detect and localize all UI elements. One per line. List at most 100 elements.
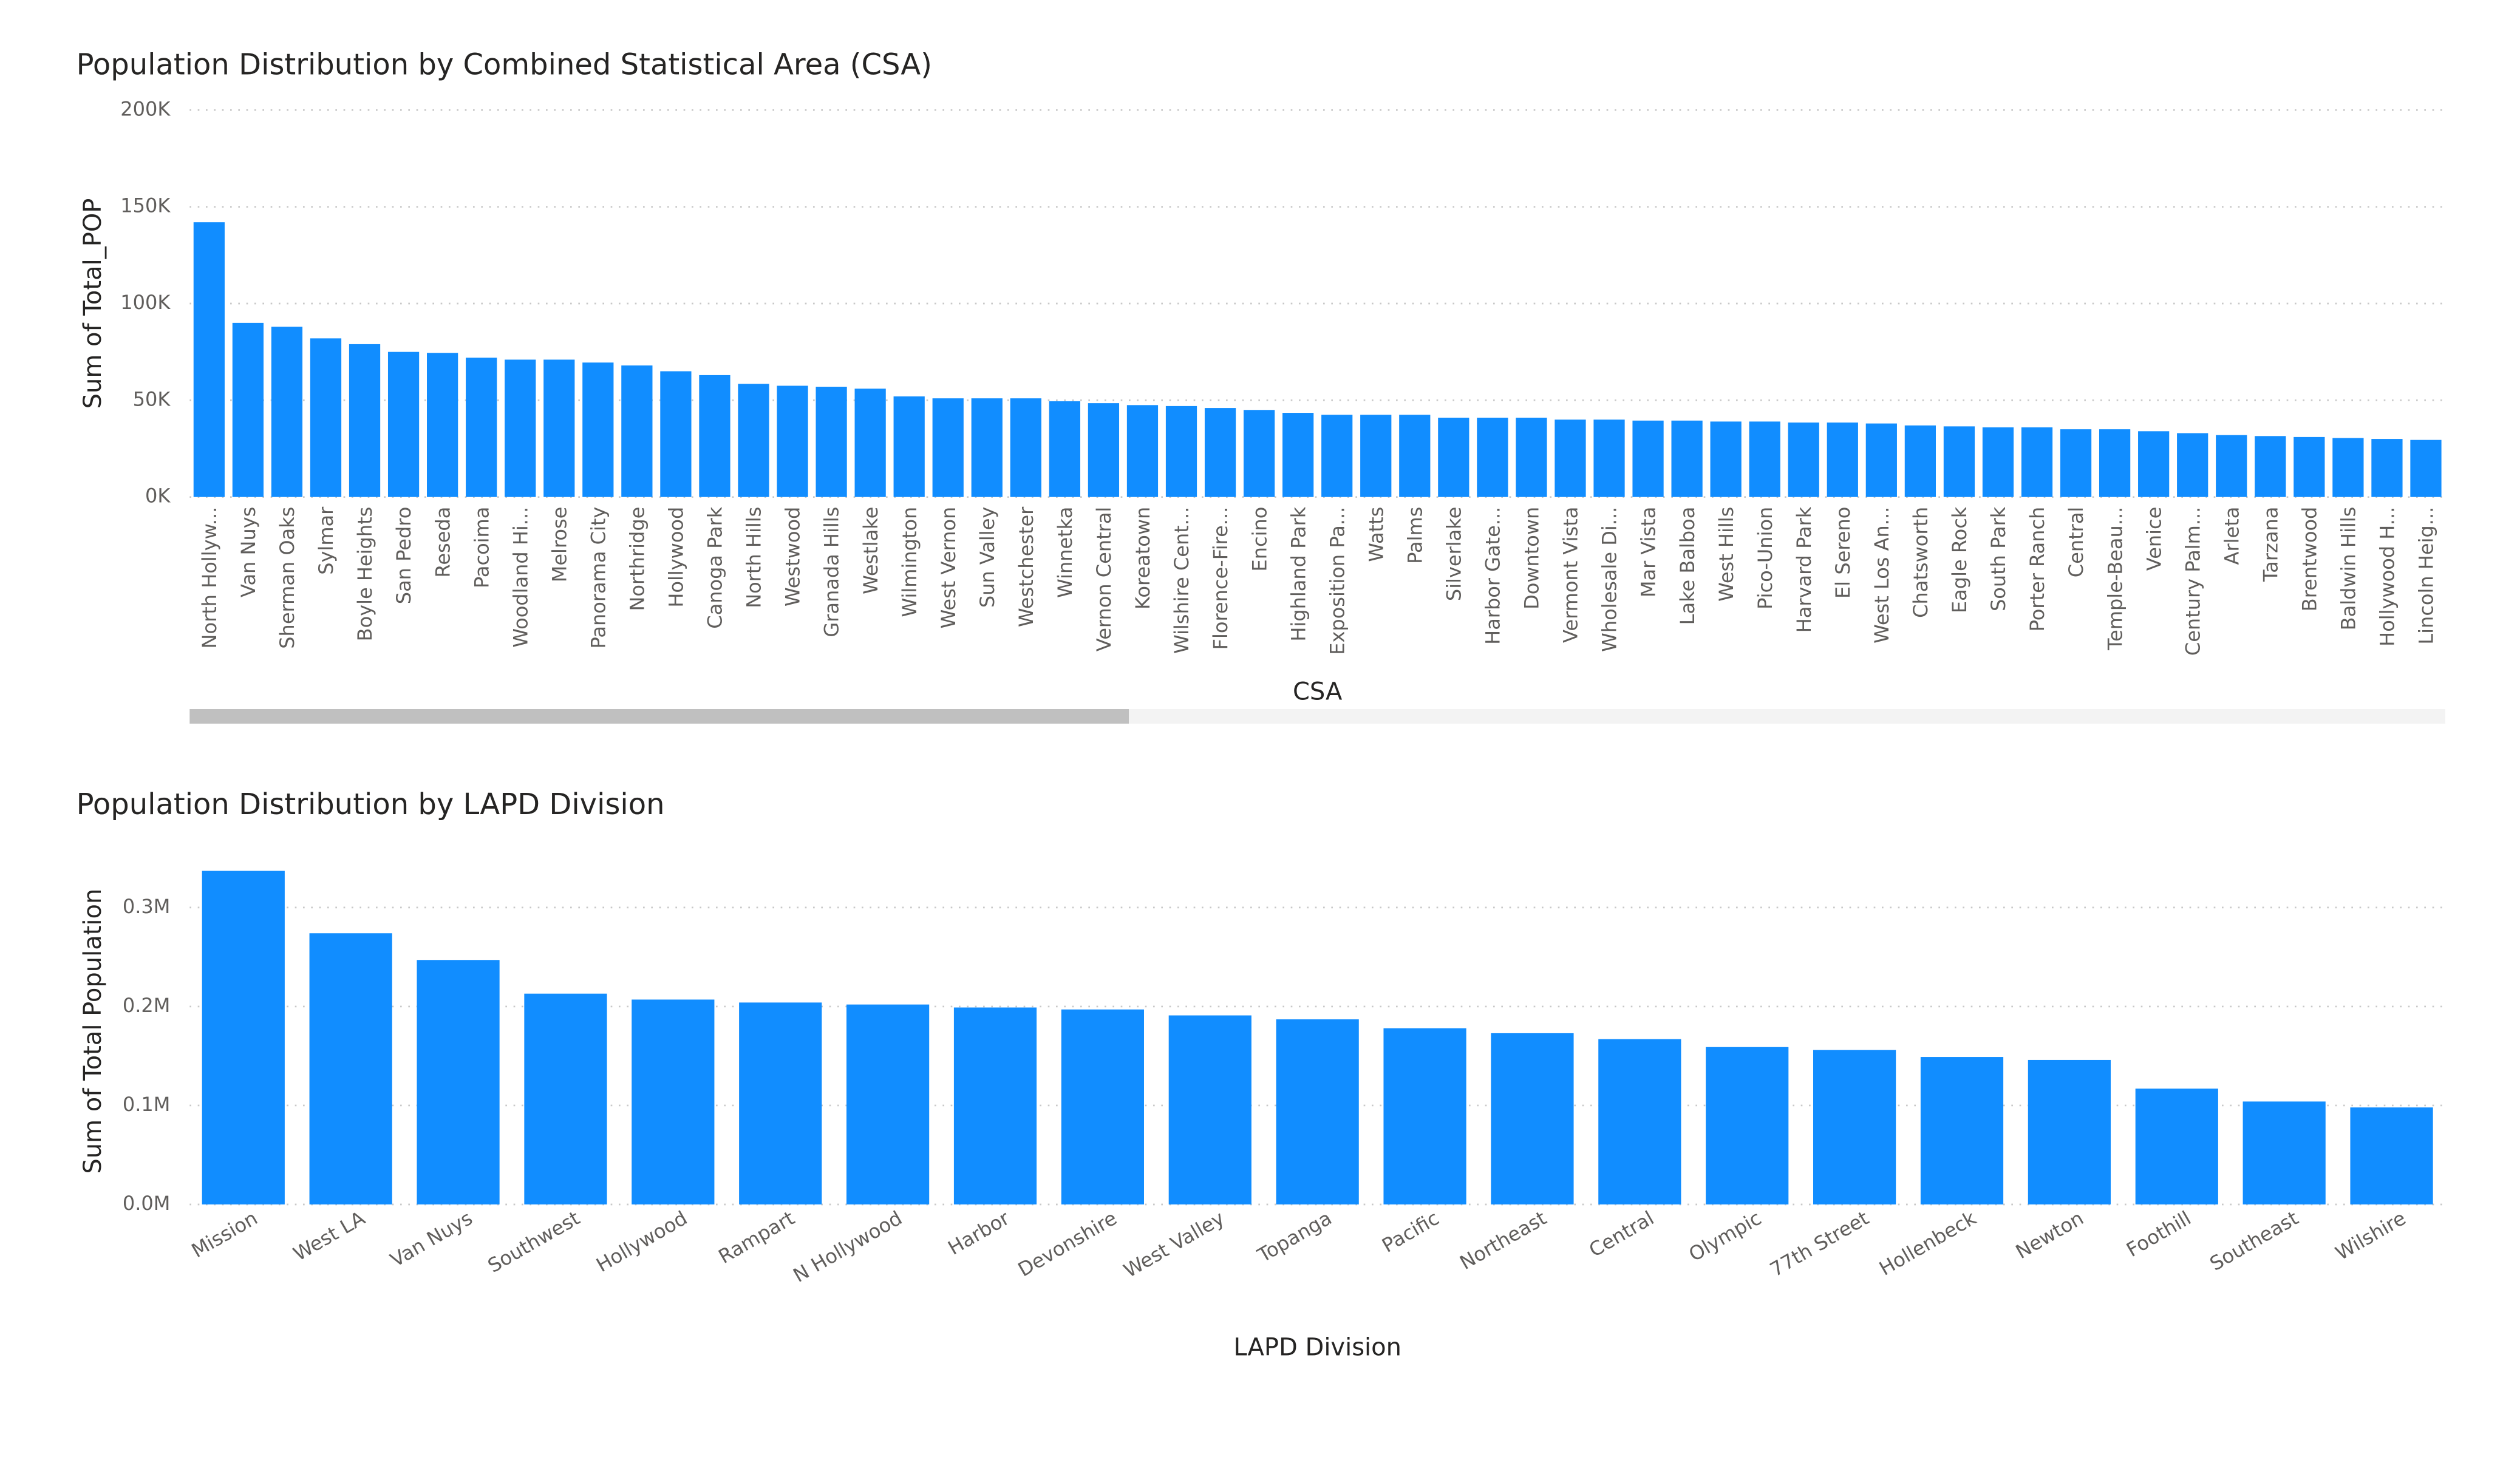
- x-tick-label: Van Nuys: [237, 507, 260, 597]
- x-tick-label: Silverlake: [1442, 507, 1465, 601]
- x-tick-label: Brentwood: [2298, 507, 2321, 612]
- bar: [932, 398, 964, 497]
- bar: [2021, 427, 2053, 497]
- bar: [971, 398, 1003, 497]
- x-tick-label: Winnetka: [1054, 507, 1077, 598]
- x-tick-label: Eagle Rock: [1948, 506, 1971, 613]
- x-tick-label: West Hills: [1715, 507, 1738, 602]
- x-tick-label: Granada Hills: [820, 507, 843, 637]
- y-tick-label: 0.1M: [123, 1093, 171, 1116]
- x-tick-label: Chatsworth: [1909, 507, 1932, 618]
- x-tick-label: West Los An...: [1870, 507, 1893, 644]
- bar: [1598, 1039, 1681, 1204]
- y-tick-label: 100K: [120, 291, 171, 314]
- x-tick-label: Van Nuys: [386, 1206, 476, 1272]
- bar: [1061, 1009, 1144, 1204]
- bar: [387, 352, 420, 497]
- x-tick-label: Central: [1585, 1206, 1658, 1262]
- bar: [953, 1007, 1037, 1204]
- bar: [777, 385, 808, 497]
- bar: [1516, 418, 1547, 497]
- bar: [1710, 421, 1742, 497]
- bar: [1593, 419, 1625, 497]
- x-tick-label: Boyle Heights: [353, 507, 376, 642]
- x-tick-label: Westwood: [782, 507, 805, 606]
- bar: [505, 359, 536, 497]
- x-tick-label: Tarzana: [2259, 507, 2282, 582]
- bar: [417, 960, 500, 1204]
- bar: [232, 322, 264, 497]
- x-tick-label: Canoga Park: [704, 506, 727, 629]
- bar: [1438, 418, 1469, 497]
- x-tick-label: Mission: [188, 1206, 262, 1262]
- x-tick-label: Vermont Vista: [1559, 507, 1582, 643]
- bar: [1904, 425, 1936, 497]
- x-tick-label: Mar Vista: [1637, 507, 1660, 597]
- x-tick-label: Lake Balboa: [1676, 507, 1699, 625]
- bar: [893, 396, 925, 497]
- y-tick-label: 200K: [120, 97, 171, 120]
- x-tick-label: Temple-Beau...: [2103, 507, 2127, 651]
- x-tick-label: Koreatown: [1131, 507, 1154, 610]
- x-tick-label: Harvard Park: [1793, 506, 1816, 633]
- x-tick-label: Highland Park: [1287, 506, 1310, 641]
- x-tick-label: Southwest: [484, 1206, 584, 1277]
- x-tick-label: Westchester: [1015, 506, 1038, 627]
- bar: [1383, 1028, 1466, 1204]
- bar: [2177, 433, 2208, 497]
- bar: [2350, 1107, 2433, 1204]
- bar: [660, 371, 692, 497]
- x-tick-label: 77th Street: [1766, 1206, 1873, 1281]
- bar: [2216, 435, 2247, 497]
- x-tick-label: Sun Valley: [976, 507, 999, 608]
- x-tick-label: Hollenbeck: [1875, 1206, 1980, 1280]
- bar: [1321, 415, 1353, 497]
- bar: [2410, 440, 2442, 497]
- x-tick-label: Westlake: [859, 507, 882, 594]
- bar: [2028, 1059, 2111, 1204]
- x-tick-label: Vernon Central: [1092, 507, 1115, 652]
- y-tick-label: 0.3M: [123, 895, 171, 918]
- x-tick-label: South Park: [1987, 506, 2010, 611]
- y-tick-label: 50K: [133, 387, 171, 410]
- bar: [1399, 415, 1431, 497]
- y-axis-title: Sum of Total_POP: [79, 199, 107, 409]
- x-tick-label: Wilshire: [2332, 1206, 2410, 1265]
- bar: [1671, 420, 1703, 497]
- bar: [582, 362, 614, 497]
- bar: [1813, 1050, 1896, 1204]
- x-tick-label: Central: [2065, 507, 2088, 578]
- bar: [543, 359, 575, 497]
- x-tick-label: Foothill: [2122, 1206, 2195, 1262]
- bar: [309, 933, 392, 1204]
- bar: [1943, 426, 1975, 497]
- x-tick-label: Newton: [2012, 1206, 2088, 1263]
- x-tick-label: North Hills: [743, 507, 766, 608]
- x-tick-label: Exposition Pa...: [1326, 507, 1349, 655]
- bar: [1088, 403, 1120, 497]
- bar: [1788, 422, 1819, 497]
- bar: [738, 384, 769, 497]
- x-tick-label: Hollywood: [592, 1206, 691, 1277]
- bar: [193, 222, 225, 497]
- y-tick-label: 0K: [145, 484, 171, 508]
- bar: [2294, 436, 2325, 497]
- x-tick-label: Rampart: [715, 1206, 799, 1268]
- x-axis-title: LAPD Division: [1233, 1333, 1401, 1361]
- bar: [349, 344, 381, 497]
- bar: [1555, 419, 1586, 497]
- scrollbar-thumb[interactable]: [189, 709, 1129, 724]
- bar: [1491, 1033, 1574, 1204]
- bar: [2138, 431, 2170, 497]
- x-tick-label: N Hollywood: [789, 1206, 906, 1287]
- bar: [2242, 1101, 2326, 1204]
- bar: [1827, 422, 1858, 497]
- x-tick-label: West Valley: [1120, 1206, 1228, 1282]
- x-tick-label: West Vernon: [937, 507, 960, 629]
- x-tick-label: Wilmington: [898, 507, 921, 617]
- x-tick-label: Southeast: [2206, 1206, 2303, 1275]
- bar: [1749, 421, 1780, 497]
- bar: [2255, 436, 2286, 497]
- y-tick-label: 0.2M: [123, 994, 171, 1017]
